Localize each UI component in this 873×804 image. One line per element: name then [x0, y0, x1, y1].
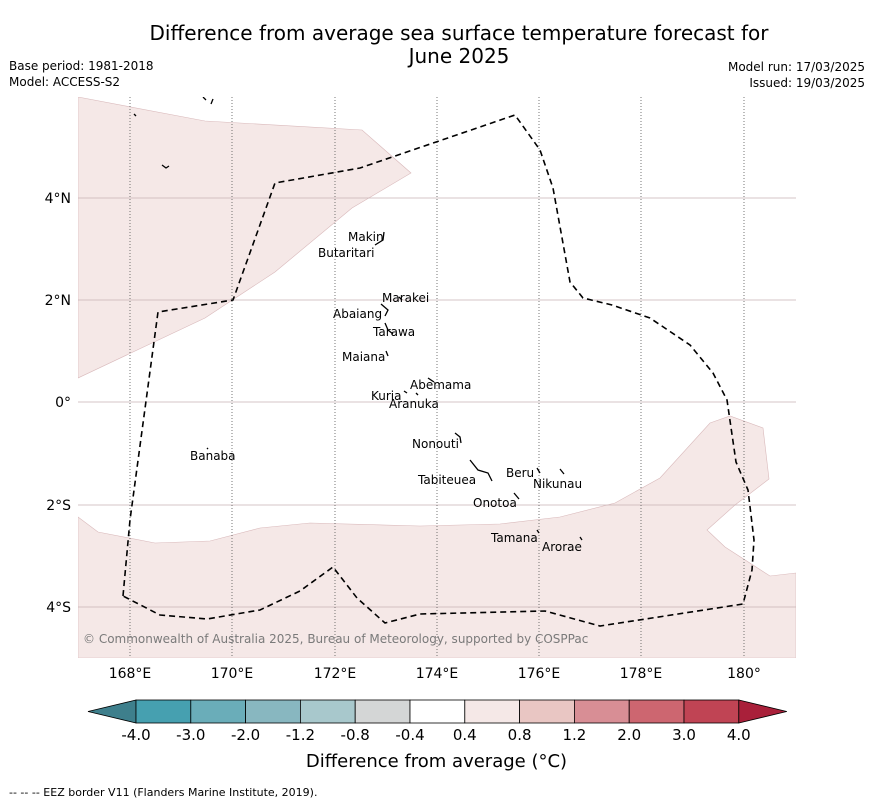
lon-tick-172e: 172°E — [314, 666, 357, 682]
colorbar-swatch — [628, 699, 685, 724]
colorbar-swatch — [519, 699, 575, 724]
colorbar-swatch — [245, 699, 301, 724]
island-butaritari-shape — [374, 231, 385, 246]
colorbar-swatches — [87, 699, 787, 724]
island-aranuka-shape — [415, 392, 419, 396]
colorbar-tick-label: -2.0 — [231, 726, 260, 744]
island-marker-3 — [202, 97, 214, 105]
colorbar-swatch — [464, 699, 520, 724]
island-tamana-shape — [536, 529, 540, 534]
colorbar-tick-label: 4.0 — [727, 726, 751, 744]
island-label-kuria: Kuria — [371, 389, 402, 403]
longitude-gridlines — [129, 97, 745, 658]
eez-border — [122, 114, 755, 627]
colorbar-swatch — [683, 699, 740, 724]
island-label-tabiteuea: Tabiteuea — [417, 473, 476, 487]
model-run: Model run: 17/03/2025 — [727, 60, 865, 74]
lat-tick-2n: 2°N — [45, 293, 71, 309]
colorbar-tick-label: -0.4 — [395, 726, 424, 744]
colorbar-tick-label: 0.8 — [508, 726, 532, 744]
colorbar-swatch — [574, 699, 630, 724]
island-banaba-shape — [206, 447, 209, 450]
colorbar-tick-label: 3.0 — [672, 726, 696, 744]
colorbar-swatch — [135, 699, 192, 724]
island-label-arorae: Arorae — [542, 540, 582, 554]
lat-tick-4n: 4°N — [45, 191, 71, 207]
run-info: Model run: 17/03/2025 Issued: 19/03/2025 — [728, 59, 865, 91]
issued-date: Issued: 19/03/2025 — [749, 76, 865, 90]
island-label-nonouti: Nonouti — [412, 437, 459, 451]
lon-tick-178e: 178°E — [620, 666, 663, 682]
lon-tick-168e: 168°E — [109, 666, 152, 682]
island-label-tamana: Tamana — [490, 531, 538, 545]
lat-tick-4s: 4°S — [46, 600, 71, 616]
island-onotoa-shape — [513, 492, 520, 500]
island-arorae-shape — [579, 536, 583, 541]
island-label-onotoa: Onotoa — [473, 496, 517, 510]
island-marakei-shape — [398, 296, 403, 301]
island-beru-shape — [536, 467, 541, 474]
lat-tick-2s: 2°S — [46, 498, 71, 514]
island-abaiang-shape — [380, 303, 389, 317]
island-maiana-shape — [385, 350, 389, 357]
map-area: Makin Butaritari Marakei Abaiang Tarawa … — [45, 97, 796, 682]
lon-tick-174e: 174°E — [416, 666, 459, 682]
colorbar-tick-label: 2.0 — [617, 726, 641, 744]
base-period: Base period: 1981-2018 — [9, 59, 154, 73]
island-label-abaiang: Abaiang — [333, 307, 382, 321]
island-nikunau-shape — [559, 468, 565, 475]
island-outlines — [133, 97, 583, 541]
island-tabiteuea-shape — [469, 459, 493, 482]
island-tarawa-shape — [384, 322, 394, 335]
anomaly-region-south — [78, 415, 796, 658]
anomaly-region-north — [78, 97, 412, 379]
island-nonouti-shape — [454, 432, 462, 444]
colorbar-labels: -4.0 -3.0 -2.0 -1.2 -0.8 -0.4 0.4 0.8 1.2 2.0 3.0 4… — [121, 726, 750, 744]
colorbar-extend-low — [87, 699, 137, 724]
lon-tick-170e: 170°E — [211, 666, 254, 682]
island-marker-1 — [161, 164, 170, 169]
eez-source-note: -- -- -- EEZ border V11 (Flanders Marine… — [9, 786, 318, 799]
colorbar-tick-label: 0.4 — [453, 726, 477, 744]
base-info: Base period: 1981-2018 Model: ACCESS-S2 — [9, 58, 154, 90]
island-label-aranuka: Aranuka — [389, 397, 439, 411]
colorbar-extend-high — [738, 699, 787, 724]
island-label-makin: Makin — [348, 230, 384, 244]
island-abemama-shape — [427, 377, 435, 383]
island-label-butaritari: Butaritari — [318, 246, 375, 260]
colorbar-swatch — [354, 699, 411, 724]
model-name: Model: ACCESS-S2 — [9, 75, 121, 89]
colorbar-tick-label: -0.8 — [341, 726, 370, 744]
island-label-abemama: Abemama — [410, 378, 471, 392]
map-title: Difference from average sea surface temp… — [0, 22, 873, 68]
colorbar-swatch — [409, 699, 466, 724]
title-line-1: Difference from average sea surface temp… — [149, 21, 769, 45]
lat-tick-0: 0° — [55, 395, 71, 411]
colorbar-tick-label: 1.2 — [562, 726, 586, 744]
colorbar-title: Difference from average (°C) — [305, 751, 568, 772]
island-label-tarawa: Tarawa — [372, 325, 415, 339]
island-label-maiana: Maiana — [342, 350, 385, 364]
island-label-nikunau: Nikunau — [533, 477, 582, 491]
colorbar-tick-label: -4.0 — [121, 726, 150, 744]
colorbar-swatch — [190, 699, 247, 724]
lon-tick-180: 180° — [727, 666, 761, 682]
island-kuria-shape — [403, 390, 408, 394]
colorbar: -4.0 -3.0 -2.0 -1.2 -0.8 -0.4 0.4 0.8 1.2 2.0 3.0 4… — [87, 699, 787, 744]
island-label-marakei: Marakei — [382, 291, 429, 305]
colorbar-tick-label: -3.0 — [176, 726, 205, 744]
colorbar-tick-label: -1.2 — [286, 726, 315, 744]
island-label-banaba: Banaba — [190, 449, 236, 463]
island-label-beru: Beru — [506, 466, 534, 480]
title-line-2: June 2025 — [408, 44, 510, 68]
island-marker-2 — [133, 113, 137, 117]
colorbar-swatch — [299, 699, 356, 724]
copyright-notice: © Commonwealth of Australia 2025, Bureau… — [83, 632, 589, 646]
lon-tick-176e: 176°E — [518, 666, 561, 682]
